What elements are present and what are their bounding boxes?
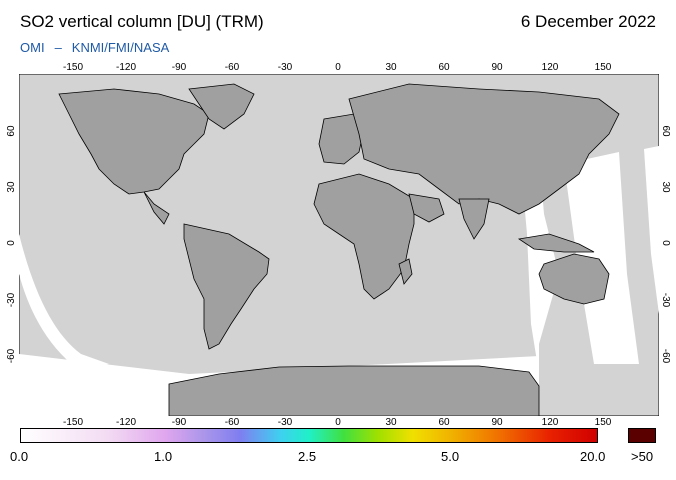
- instrument-label: OMI: [20, 40, 45, 55]
- maritime-asia: [517, 233, 595, 253]
- credit-separator: –: [54, 40, 62, 55]
- lat-tick-left: 30: [6, 181, 17, 193]
- antarctica: [168, 365, 540, 416]
- lon-tick-bottom: 120: [542, 417, 559, 428]
- colorbar-label: 20.0: [580, 449, 606, 464]
- lon-tick-top: 150: [595, 62, 612, 73]
- lat-tick-right: -60: [660, 349, 671, 364]
- map-date: 6 December 2022: [520, 12, 656, 31]
- data-credit: OMI – KNMI/FMI/NASA: [20, 40, 169, 55]
- lon-tick-top: 30: [385, 62, 397, 73]
- colorbar: [20, 428, 598, 443]
- greenland: [188, 83, 255, 130]
- lon-tick-bottom: 90: [491, 417, 503, 428]
- lat-tick-left: 0: [6, 240, 17, 246]
- lat-axis-left: 60 30 0 -30 -60: [6, 125, 17, 363]
- colorbar-max-label: >50: [631, 449, 654, 464]
- arabia: [408, 193, 445, 223]
- lon-tick-top: 90: [491, 62, 503, 73]
- lat-tick-right: 30: [660, 181, 671, 193]
- asia: [348, 83, 620, 215]
- lon-tick-bottom: -30: [278, 417, 293, 428]
- colorbar-label: 0.0: [10, 449, 29, 464]
- lon-tick-bottom: -150: [63, 417, 83, 428]
- lon-tick-top: 60: [438, 62, 450, 73]
- lat-tick-right: 0: [660, 240, 671, 246]
- lon-tick-top: 120: [542, 62, 559, 73]
- lat-tick-right: 60: [660, 125, 671, 137]
- lon-tick-bottom: 60: [438, 417, 450, 428]
- lon-tick-bottom: -120: [116, 417, 136, 428]
- lon-tick-bottom: 150: [595, 417, 612, 428]
- colorbar-label: 1.0: [154, 449, 173, 464]
- africa: [313, 173, 415, 300]
- agencies-label: KNMI/FMI/NASA: [71, 40, 170, 55]
- lon-axis-top: -150 -120 -90 -60 -30 0 30 60 90 120 150: [63, 62, 612, 73]
- lon-tick-top: -150: [63, 62, 83, 73]
- lon-tick-bottom: -60: [225, 417, 240, 428]
- lat-tick-left: -30: [6, 292, 17, 307]
- world-map: -150 -120 -90 -60 -30 0 30 60 90 120 150: [19, 74, 659, 416]
- australia: [538, 253, 610, 305]
- lon-tick-top: -30: [278, 62, 293, 73]
- map-title: SO2 vertical column [DU] (TRM): [20, 12, 264, 31]
- madagascar: [398, 258, 413, 285]
- lat-tick-right: -30: [660, 293, 671, 308]
- swath-pacific-3: [644, 146, 659, 314]
- lon-tick-bottom: -90: [172, 417, 187, 428]
- swath-southwest: [19, 234, 109, 370]
- lon-tick-top: 0: [335, 62, 341, 73]
- lat-tick-left: -60: [6, 348, 17, 363]
- lon-tick-bottom: 0: [335, 417, 341, 428]
- lat-axis-right: 60 30 0 -30 -60: [660, 125, 671, 364]
- colorbar-label: 5.0: [441, 449, 460, 464]
- colorbar-label: 2.5: [298, 449, 317, 464]
- lat-tick-left: 60: [6, 125, 17, 137]
- lon-tick-top: -120: [116, 62, 136, 73]
- lon-tick-bottom: 30: [385, 417, 397, 428]
- south-america: [183, 223, 270, 350]
- india: [458, 198, 490, 240]
- swath-pacific-2: [564, 152, 639, 364]
- central-america: [143, 191, 170, 225]
- colorbar-max-swatch: [628, 428, 656, 443]
- lon-tick-top: -90: [172, 62, 187, 73]
- lon-tick-top: -60: [225, 62, 240, 73]
- landmasses: [58, 83, 620, 416]
- north-america: [58, 88, 210, 195]
- lon-axis-bottom: -150 -120 -90 -60 -30 0 30 60 90 120 150: [63, 417, 612, 428]
